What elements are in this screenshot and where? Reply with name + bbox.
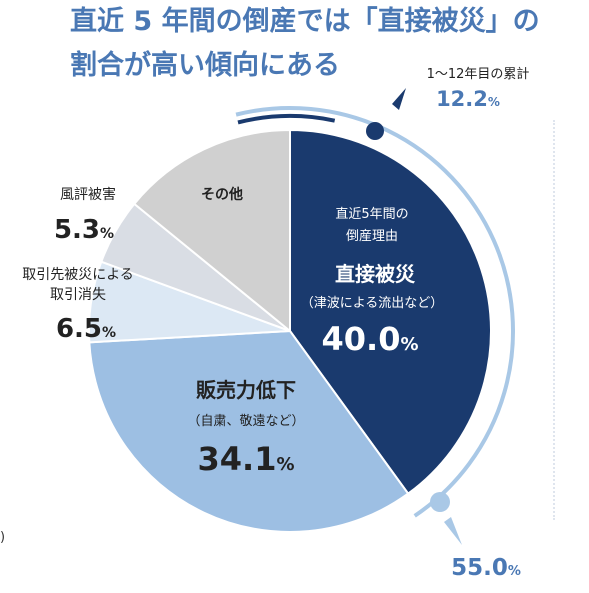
slice-4-value: 5.3% <box>54 215 114 245</box>
annotation-12-value: 12.2% <box>436 87 500 111</box>
stray-paren: ) <box>0 530 6 545</box>
marker-dot-12 <box>366 122 384 140</box>
slice-2-value: 34.1% <box>198 440 295 478</box>
annotation-12-label: 1～12年目の累計 <box>427 66 530 82</box>
slice-4-label: 風評被害 <box>60 187 116 203</box>
slice-1-sublabel: （津波による流出など） <box>301 296 444 311</box>
slice-1-header-1: 直近5年間の <box>335 207 408 222</box>
pie-slice-2 <box>88 329 410 533</box>
chart-title-line-1: 直近 5 年間の倒産では「直接被災」の <box>70 6 540 37</box>
early-years-arc <box>237 114 336 125</box>
marker-dot-55 <box>430 492 450 512</box>
cumulative-arc <box>235 106 515 518</box>
slice-3-value: 6.5% <box>56 314 116 344</box>
pie-slice-5 <box>132 128 291 334</box>
annotation-55-value: 55.0% <box>451 555 521 581</box>
edge-dots <box>553 120 558 520</box>
slice-3-label-2: 取引消失 <box>50 287 106 303</box>
pointer-55 <box>444 517 462 545</box>
chart-title-line-2: 割合が高い傾向にある <box>70 50 340 81</box>
slice-1-value: 40.0% <box>322 320 419 358</box>
slice-1-header-2: 倒産理由 <box>346 228 398 244</box>
pie-slice-1 <box>289 128 492 496</box>
slice-5-label: その他 <box>201 186 243 203</box>
slice-3-label-1: 取引先被災による <box>22 267 134 283</box>
slice-2-label: 販売力低下 <box>196 378 296 402</box>
slice-2-sublabel: （自粛、敬遠など） <box>187 413 304 429</box>
slice-1-label: 直接被災 <box>335 262 416 286</box>
pointer-12 <box>392 88 406 110</box>
